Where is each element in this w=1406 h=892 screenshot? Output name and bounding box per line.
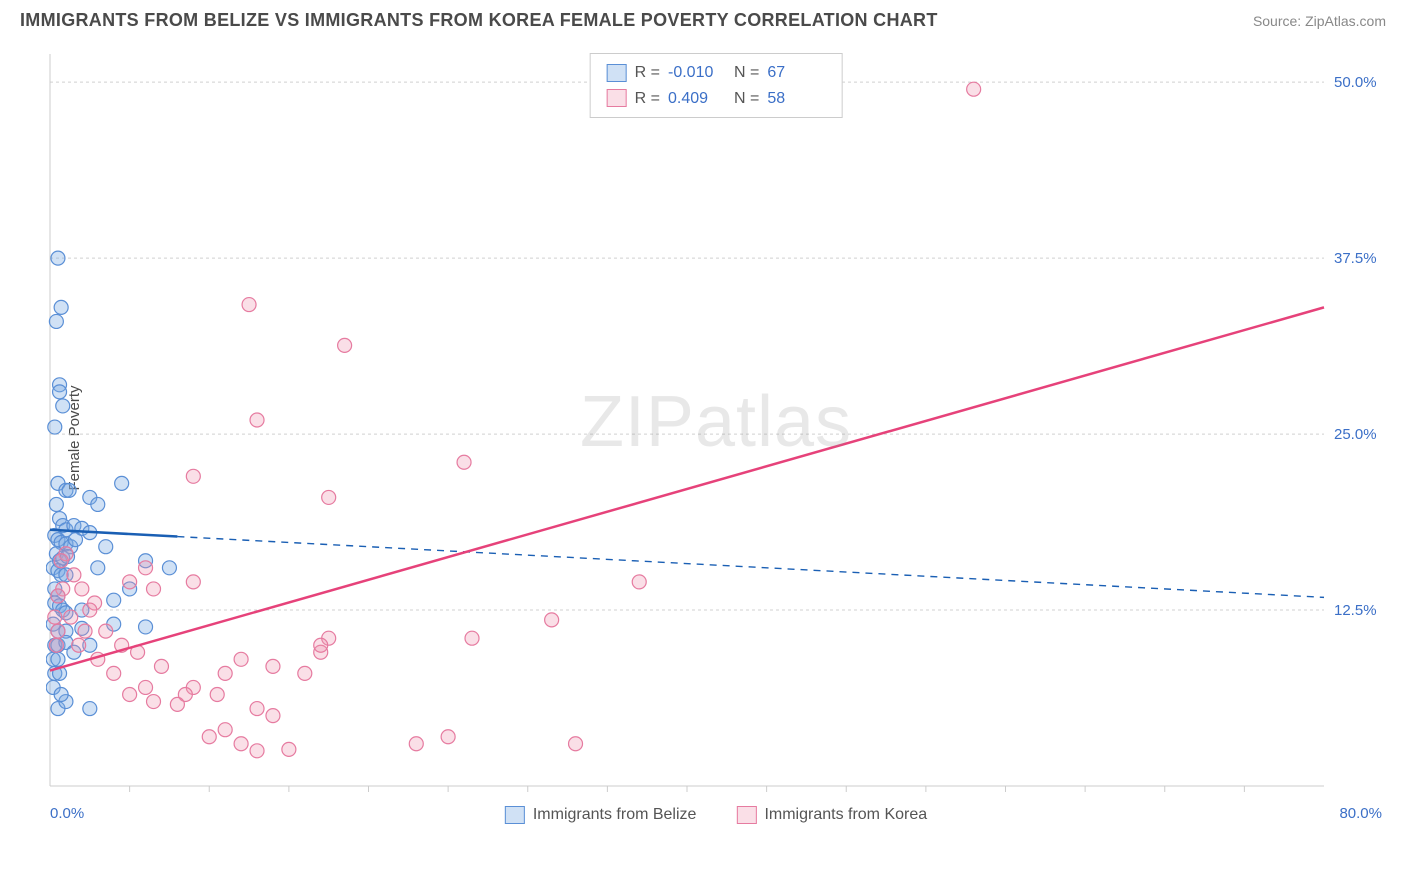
r-label: R =	[635, 60, 660, 86]
series1-n-value: 67	[767, 60, 825, 86]
series1-r-value: -0.010	[668, 60, 726, 86]
stats-legend: R = -0.010 N = 67 R = 0.409 N = 58	[590, 53, 843, 118]
series2-swatch	[736, 806, 756, 824]
header: IMMIGRANTS FROM BELIZE VS IMMIGRANTS FRO…	[0, 0, 1406, 37]
x-axis-min: 0.0%	[50, 805, 84, 822]
chart-title: IMMIGRANTS FROM BELIZE VS IMMIGRANTS FRO…	[20, 10, 938, 31]
series2-name: Immigrants from Korea	[764, 806, 927, 824]
svg-text:12.5%: 12.5%	[1334, 602, 1377, 619]
series2-r-value: 0.409	[668, 86, 726, 112]
stats-legend-row: R = -0.010 N = 67	[607, 60, 826, 86]
stats-legend-row: R = 0.409 N = 58	[607, 86, 826, 112]
series2-swatch	[607, 89, 627, 107]
series-legend: Immigrants from Belize Immigrants from K…	[505, 806, 927, 824]
n-label: N =	[734, 86, 759, 112]
r-label: R =	[635, 86, 660, 112]
chart-container: Female Poverty 12.5%25.0%37.5%50.0% ZIPa…	[46, 48, 1386, 828]
series1-name: Immigrants from Belize	[533, 806, 697, 824]
x-axis-max: 80.0%	[1339, 805, 1382, 822]
series2-n-value: 58	[767, 86, 825, 112]
svg-text:37.5%: 37.5%	[1334, 250, 1377, 267]
n-label: N =	[734, 60, 759, 86]
svg-text:25.0%: 25.0%	[1334, 426, 1377, 443]
series1-swatch	[505, 806, 525, 824]
legend-item: Immigrants from Korea	[736, 806, 927, 824]
scatter-plot: 12.5% 25.0% 37.5% 50.0%	[46, 48, 1386, 828]
legend-item: Immigrants from Belize	[505, 806, 697, 824]
svg-text:50.0%: 50.0%	[1334, 74, 1377, 91]
series1-swatch	[607, 64, 627, 82]
source-attribution: Source: ZipAtlas.com	[1253, 13, 1386, 29]
